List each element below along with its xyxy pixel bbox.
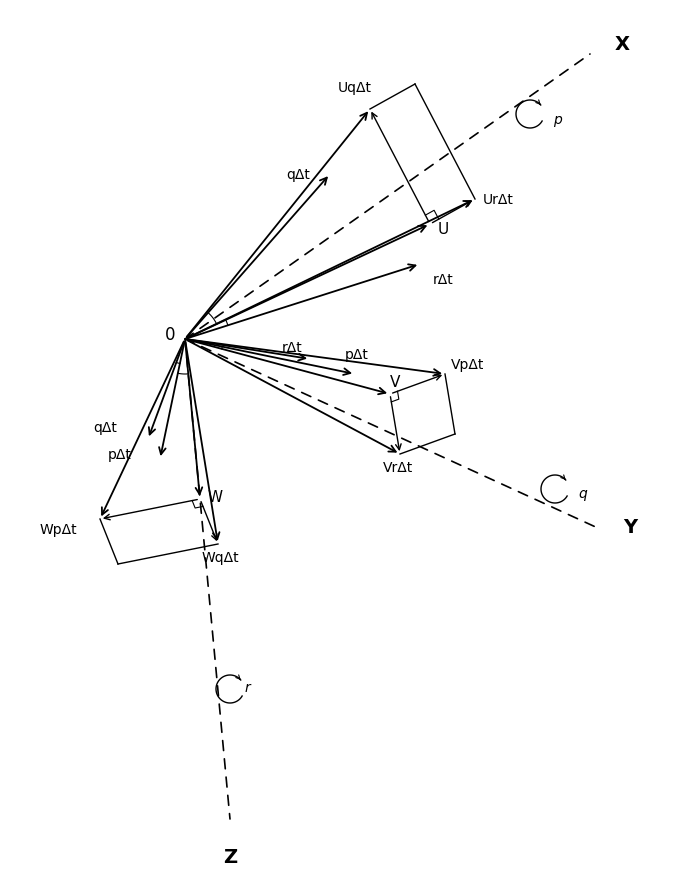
Text: U: U: [438, 222, 449, 238]
Text: X: X: [614, 34, 630, 53]
Text: WpΔt: WpΔt: [39, 523, 77, 537]
Text: UqΔt: UqΔt: [338, 81, 372, 95]
Text: q: q: [578, 487, 587, 501]
Text: r: r: [245, 681, 251, 695]
Text: WqΔt: WqΔt: [201, 551, 239, 565]
Text: qΔt: qΔt: [286, 168, 310, 182]
Text: W: W: [208, 490, 223, 505]
Text: Z: Z: [223, 847, 237, 866]
Text: VrΔt: VrΔt: [383, 460, 413, 474]
Text: Y: Y: [623, 518, 637, 537]
Text: p: p: [553, 113, 562, 127]
Text: VpΔt: VpΔt: [451, 358, 485, 372]
Text: pΔt: pΔt: [108, 447, 132, 461]
Text: V: V: [390, 375, 400, 390]
Text: rΔt: rΔt: [282, 340, 302, 354]
Text: UrΔt: UrΔt: [482, 193, 514, 207]
Text: qΔt: qΔt: [93, 420, 117, 434]
Text: 0: 0: [165, 325, 175, 344]
Text: pΔt: pΔt: [345, 347, 369, 361]
Text: rΔt: rΔt: [433, 273, 453, 287]
